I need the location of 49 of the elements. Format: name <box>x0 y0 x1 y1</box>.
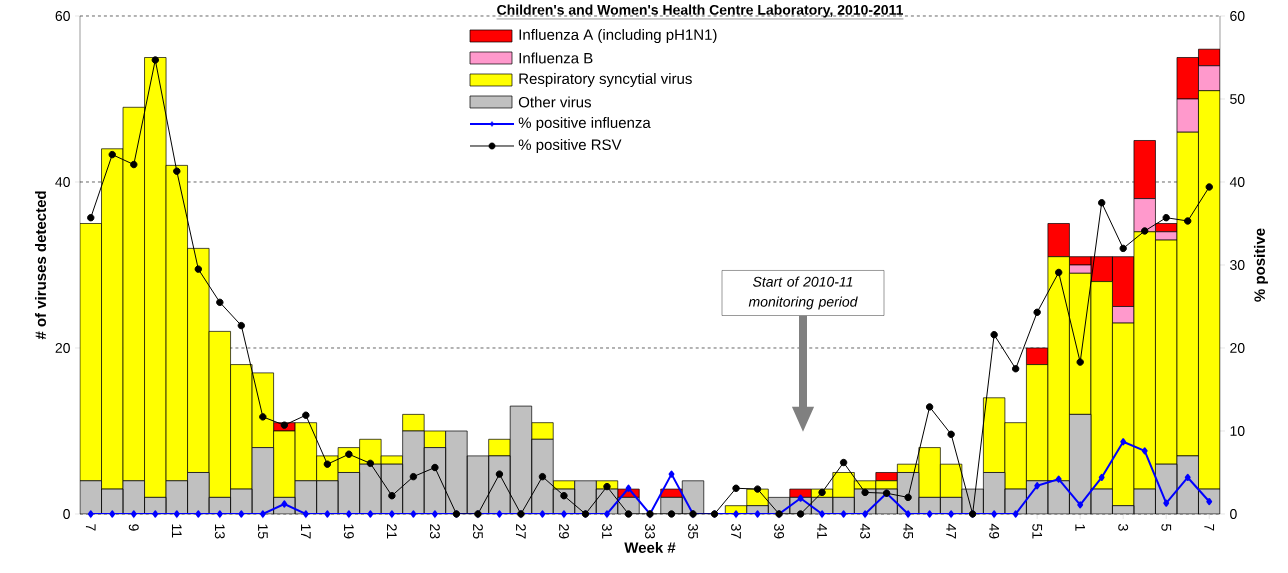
x-tick-label: 37 <box>731 524 741 539</box>
chart-title: Children's and Women's Health Centre Laboratory, 2010-2011 <box>497 4 904 18</box>
x-tick-label: 43 <box>860 523 871 539</box>
x-tick-label: 45 <box>903 523 913 539</box>
x-axis-title: Week # <box>624 541 676 553</box>
y-tick-label: 0 <box>63 509 70 519</box>
legend-label: Influenza A (including pH1N1) <box>519 28 717 43</box>
y2-tick-label: 40 <box>1229 177 1245 187</box>
x-tick-label: 23 <box>429 524 440 539</box>
x-tick-label: 51 <box>1032 524 1043 539</box>
legend-label: Respiratory syncytial virus <box>519 72 692 87</box>
x-tick-label: 21 <box>387 524 397 539</box>
x-tick-label: 35 <box>688 524 698 539</box>
y2-tick-label: 20 <box>1230 343 1245 353</box>
y2-tick-label: 60 <box>1230 11 1245 21</box>
legend-label: % positive RSV <box>518 138 622 153</box>
x-tick-label: 25 <box>472 524 483 539</box>
x-tick-label: 7 <box>1204 524 1215 531</box>
x-tick-label: 31 <box>602 524 612 539</box>
y2-tick-label: 50 <box>1230 94 1245 104</box>
x-tick-label: 13 <box>214 524 225 539</box>
legend-label: % positive influenza <box>518 116 651 131</box>
x-tick-label: 47 <box>946 523 956 539</box>
legend-label: Influenza B <box>519 52 593 64</box>
x-tick-label: 15 <box>257 524 268 539</box>
x-tick-label: 11 <box>171 524 182 538</box>
y-axis-title: # of viruses detected <box>35 191 47 340</box>
x-tick-label: 39 <box>774 524 785 539</box>
x-tick-label: 29 <box>559 524 569 539</box>
x-tick-label: 1 <box>1075 524 1085 531</box>
y2-axis-title: % positive <box>1253 228 1268 302</box>
legend-label: Other virus <box>518 96 591 108</box>
x-tick-label: 7 <box>85 524 96 531</box>
y2-tick-label: 0 <box>1230 509 1237 519</box>
x-tick-label: 3 <box>1118 524 1129 531</box>
x-tick-label: 27 <box>516 524 526 539</box>
y2-tick-label: 30 <box>1230 260 1245 270</box>
x-tick-label: 41 <box>817 523 827 539</box>
y-tick-label: 40 <box>55 177 70 187</box>
annotation: Start of 2010-11 monitoring period <box>748 276 858 310</box>
x-tick-label: 33 <box>645 524 655 539</box>
x-tick-label: 17 <box>301 524 311 539</box>
x-tick-label: 19 <box>343 524 354 539</box>
x-tick-label: 49 <box>989 523 1000 539</box>
x-tick-label: 5 <box>1161 524 1172 531</box>
y2-tick-label: 10 <box>1230 426 1245 436</box>
x-tick-label: 9 <box>128 524 139 531</box>
y-tick-label: 20 <box>55 343 70 353</box>
y-tick-label: 60 <box>55 11 70 21</box>
